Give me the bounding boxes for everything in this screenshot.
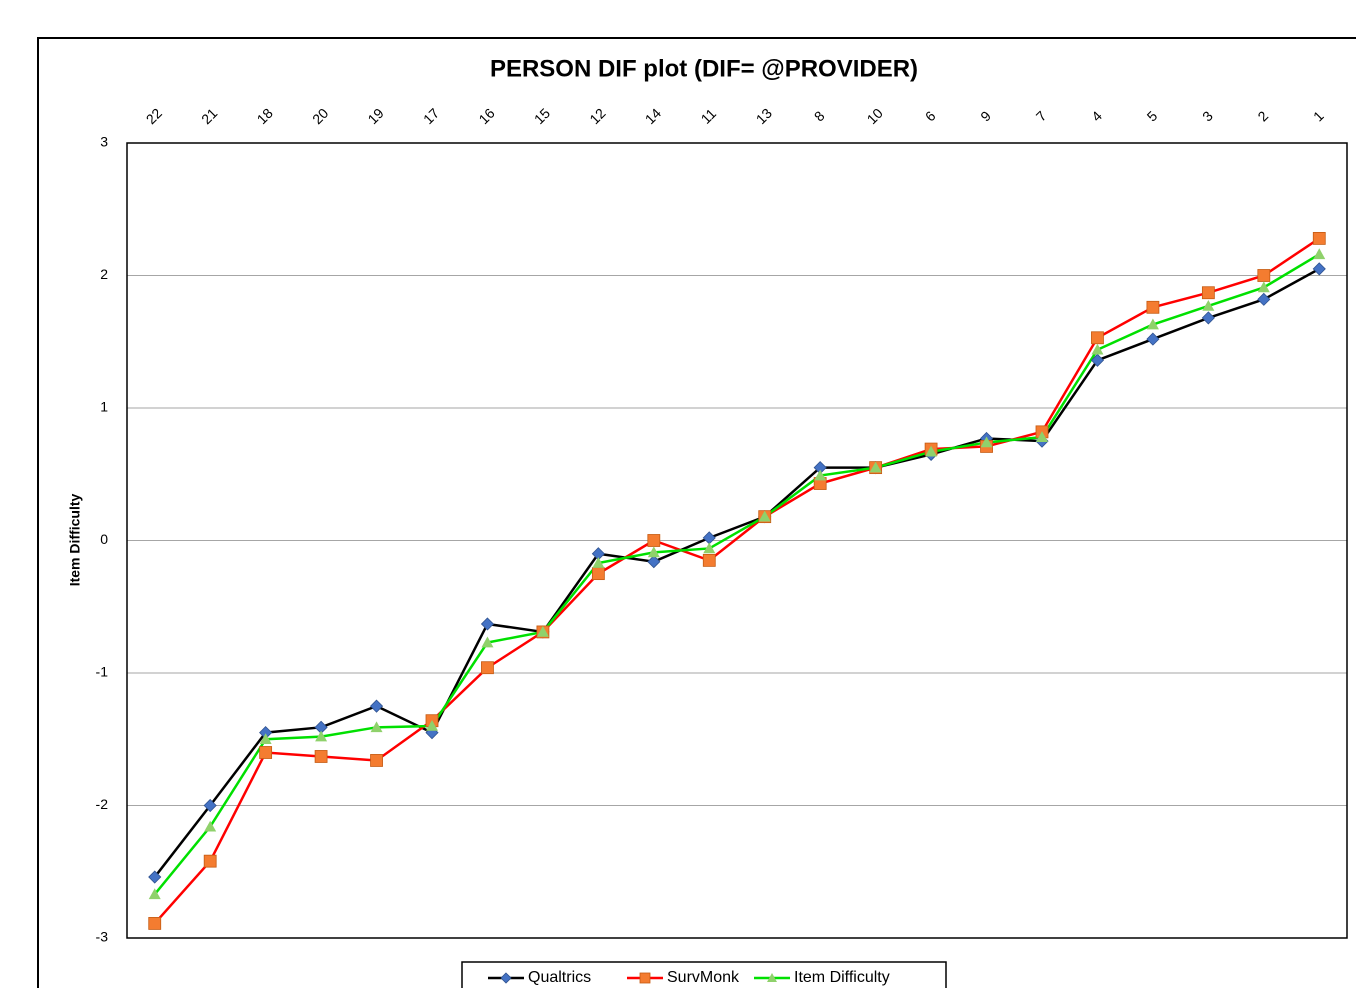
marker [1312,231,1326,245]
marker [814,469,827,481]
marker [370,721,383,733]
marker [1312,262,1326,276]
marker [369,699,384,713]
marker [980,436,993,448]
marker [591,567,605,581]
marker [1201,286,1215,300]
marker [1091,343,1104,355]
chart-title: PERSON DIF plot (DIF= @PROVIDER) [490,55,918,82]
marker [314,750,328,763]
legend-marker [500,972,512,984]
y-tick-label: -3 [96,929,109,945]
y-tick-label: -1 [96,664,109,680]
legend-label: Item Difficulty [794,969,890,986]
series-line [153,237,1320,925]
marker [1036,431,1048,442]
plot-area [126,142,1348,939]
marker [481,661,494,675]
y-tick-label: 0 [100,531,108,547]
marker [1090,353,1105,367]
marker [647,546,660,558]
legend-box [461,961,947,988]
marker [703,542,716,554]
marker [481,636,494,648]
marker [1257,269,1271,282]
series-line [153,267,1320,878]
marker [1257,281,1270,293]
marker [869,461,882,473]
y-axis-label: Item Difficulty [67,494,83,587]
y-tick-label: -2 [96,796,109,812]
marker [259,733,272,745]
y-tick-label: 3 [100,134,108,150]
marker [1146,318,1159,330]
series-line [153,253,1320,896]
marker [148,917,162,930]
marker [1202,299,1215,311]
marker [204,820,217,832]
marker [426,720,438,731]
legend-label: SurvMonk [667,969,740,986]
marker [702,553,716,567]
marker [315,730,328,742]
marker [203,798,217,813]
marker [480,617,495,631]
chart-frame [37,37,1356,988]
marker [647,534,661,547]
marker [1146,332,1160,346]
marker [592,557,605,568]
marker [1146,300,1160,314]
marker [1313,248,1326,260]
legend-marker [639,972,651,984]
marker [1257,292,1271,306]
legend-label: Qualtrics [528,969,591,986]
y-tick-label: 2 [100,266,108,282]
marker [203,854,217,868]
marker [758,510,771,522]
marker [925,445,938,457]
marker [148,888,161,900]
y-tick-label: 1 [100,399,108,415]
legend-marker [767,973,777,982]
marker [1201,311,1215,325]
marker [148,870,162,884]
marker [370,754,383,767]
marker [1091,331,1104,345]
marker [259,746,273,759]
marker [647,555,661,569]
marker [536,625,549,637]
